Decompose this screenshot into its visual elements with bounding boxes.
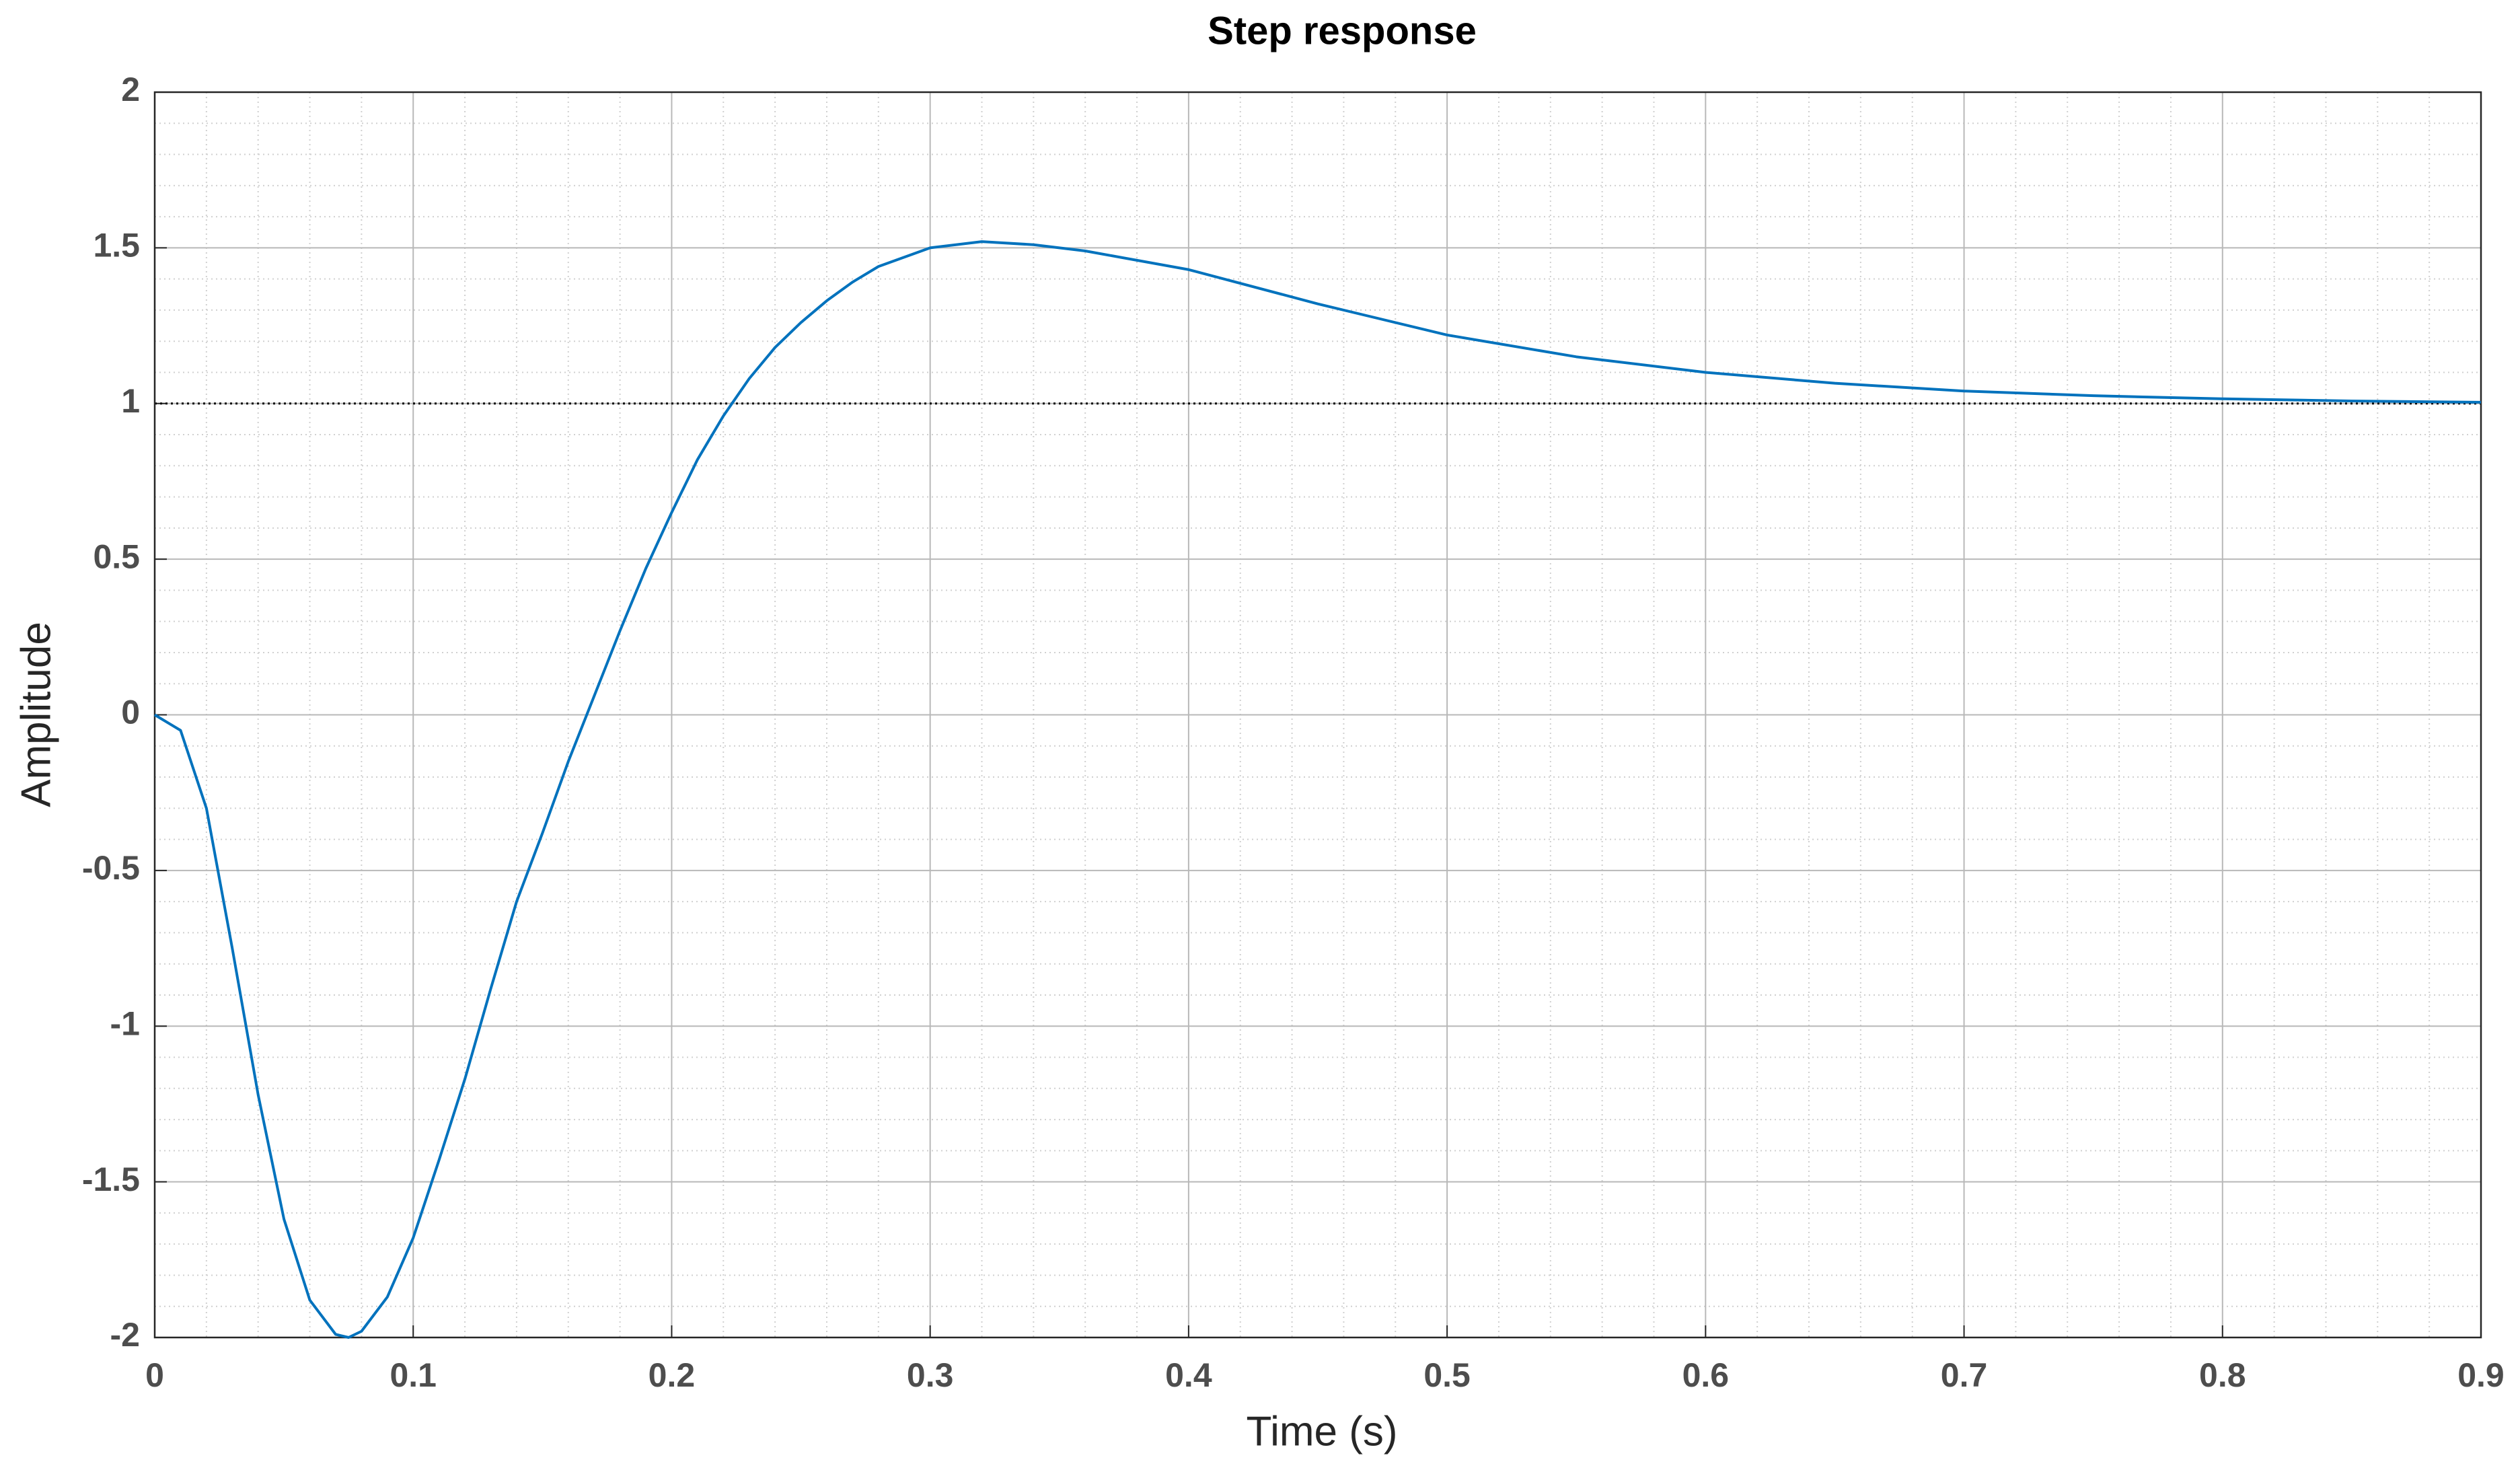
x-tick-label: 0.8 xyxy=(2199,1356,2246,1394)
x-tick-label: 0 xyxy=(145,1356,164,1394)
x-tick-label: 0.2 xyxy=(648,1356,696,1394)
y-tick-label: 0 xyxy=(121,694,140,731)
y-tick-label: 1 xyxy=(121,382,140,420)
y-tick-label: -1 xyxy=(110,1004,140,1042)
chart-title: Step response xyxy=(1208,9,1477,52)
x-tick-label: 0.6 xyxy=(1682,1356,1730,1394)
x-tick-label: 0.9 xyxy=(2457,1356,2505,1394)
line-series xyxy=(153,240,2482,1339)
y-tick-label: 1.5 xyxy=(93,227,140,264)
y-tick-label: -2 xyxy=(110,1316,140,1354)
y-tick-label: 0.5 xyxy=(93,538,140,575)
x-tick-label: 0.4 xyxy=(1165,1356,1212,1394)
x-axis-label: Time (s) xyxy=(1247,1408,1398,1455)
y-tick-label: 2 xyxy=(121,71,140,108)
x-tick-label: 0.3 xyxy=(907,1356,954,1394)
y-tick-label: -0.5 xyxy=(82,849,140,887)
y-tick-label: -1.5 xyxy=(82,1161,140,1198)
x-tick-label: 0.5 xyxy=(1423,1356,1471,1394)
y-axis-label: Amplitude xyxy=(13,622,59,807)
x-tick-label: 0.1 xyxy=(390,1356,437,1394)
x-tick-label: 0.7 xyxy=(1941,1356,1988,1394)
